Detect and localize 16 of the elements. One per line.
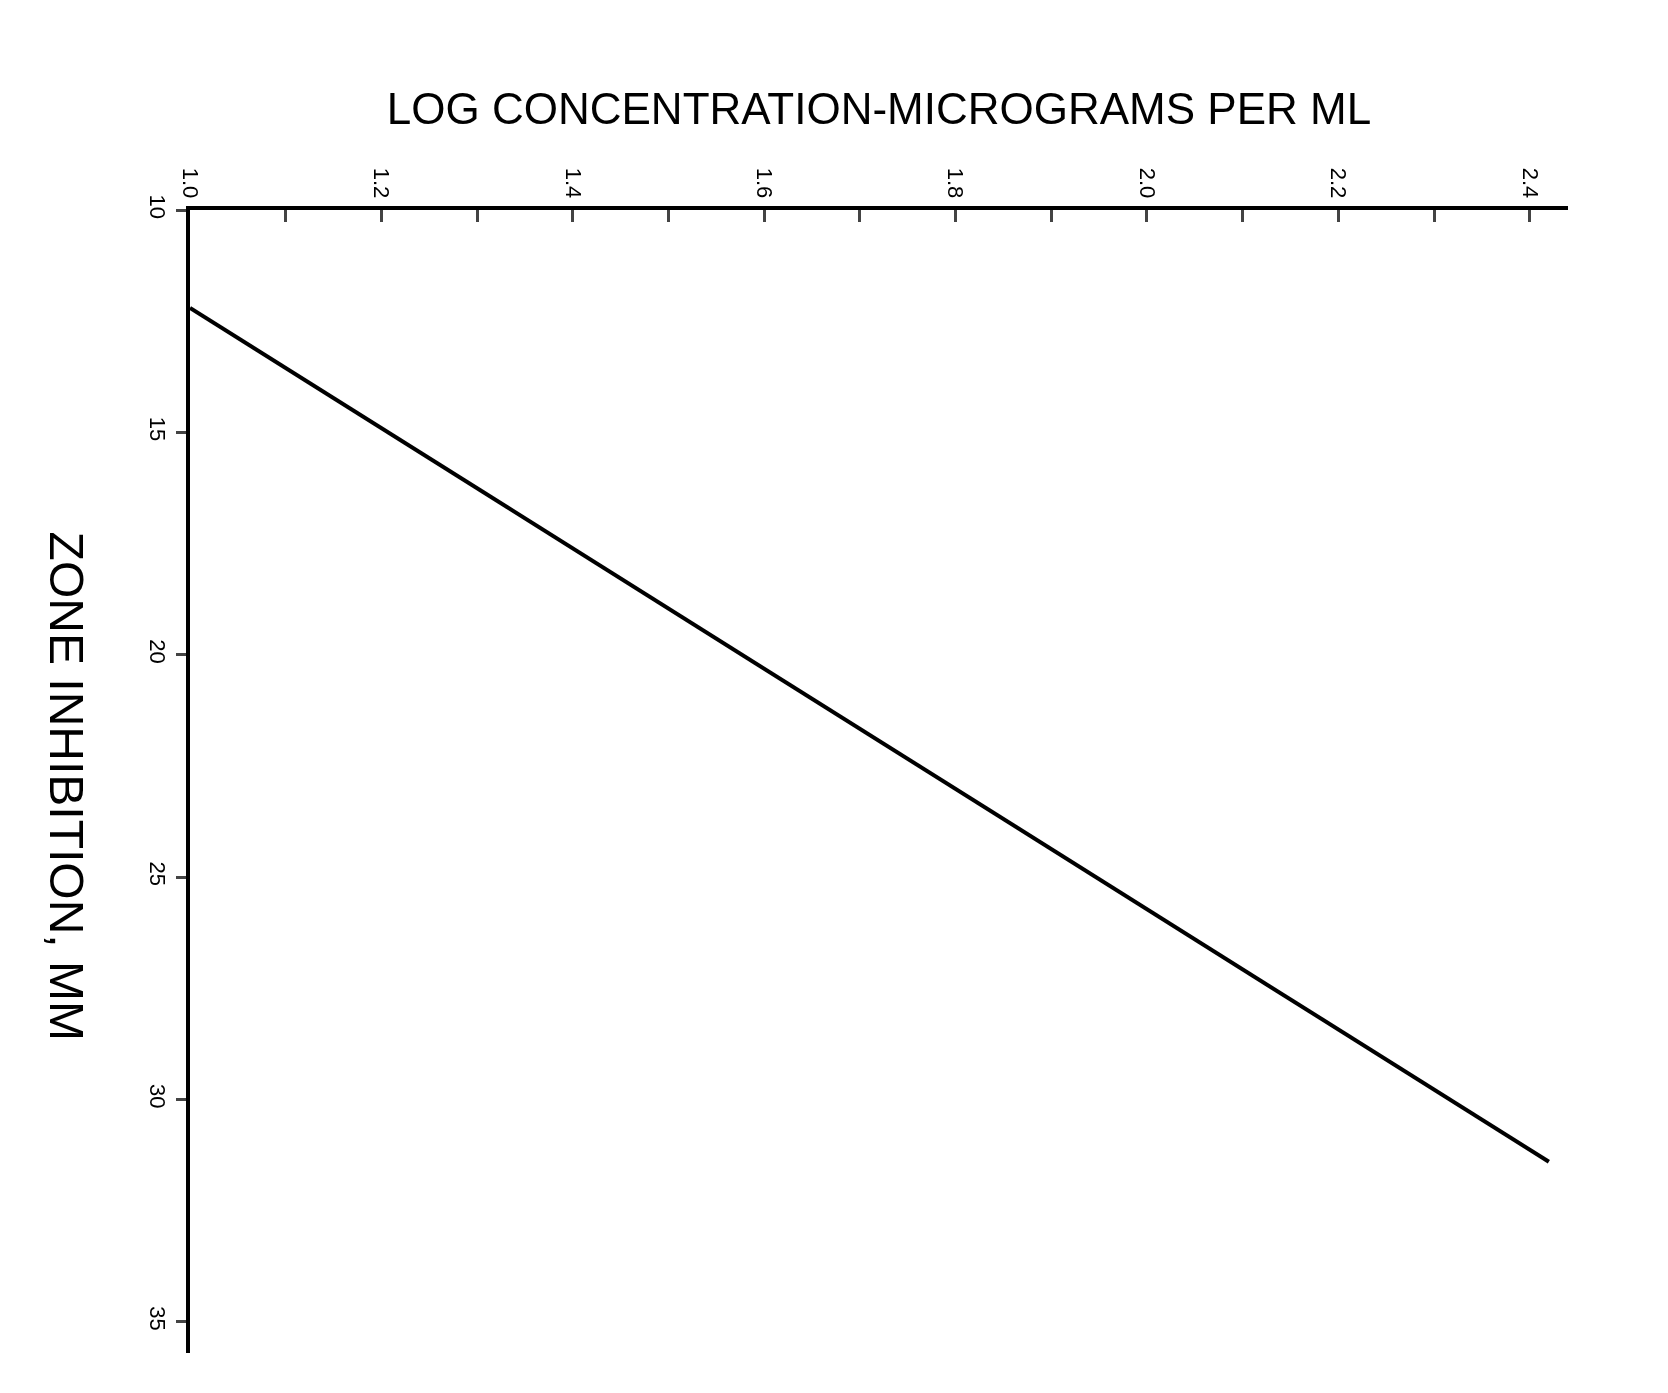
- y-axis-title: ZONE INHIBITION, MM: [40, 531, 94, 1041]
- x-tick-label: 1.0: [177, 167, 203, 199]
- y-tick-label: 35: [144, 1306, 170, 1331]
- x-tick-label: 1.2: [369, 167, 395, 199]
- x-axis-title: LOG CONCENTRATION-MICROGRAMS PER ML: [386, 84, 1372, 134]
- x-tick-label: 1.8: [943, 167, 969, 199]
- x-tick-label: 1.6: [752, 167, 778, 199]
- y-tick-label: 10: [144, 194, 170, 219]
- x-tick-label: 2.4: [1517, 167, 1543, 199]
- y-tick-label: 15: [144, 416, 170, 442]
- x-tick-label: 2.0: [1134, 167, 1160, 199]
- x-tick-label: 1.4: [560, 167, 586, 199]
- x-tick-label: 2.2: [1326, 167, 1352, 199]
- y-tick-label: 25: [144, 861, 170, 887]
- y-tick-label: 20: [144, 639, 170, 664]
- y-tick-label: 30: [144, 1083, 170, 1109]
